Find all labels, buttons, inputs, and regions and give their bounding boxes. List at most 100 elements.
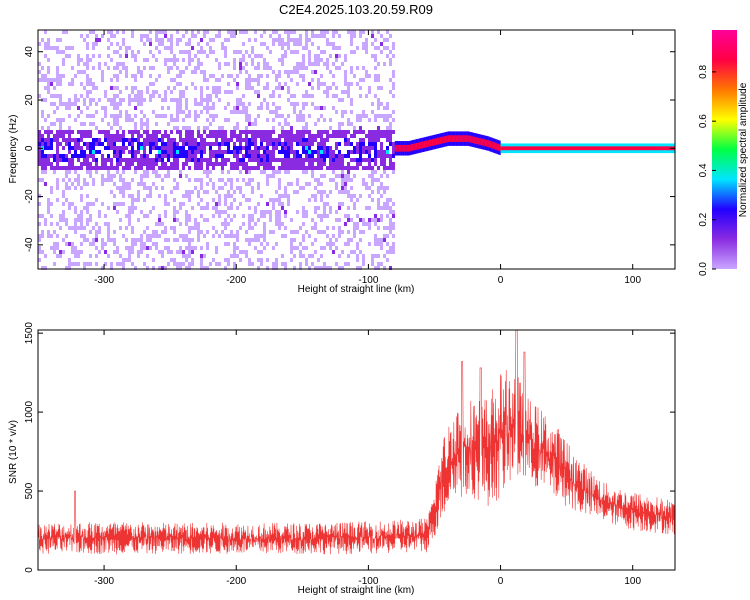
heatmap-cell: [317, 258, 320, 262]
heatmap-cell: [176, 106, 179, 110]
heatmap-cell: [329, 210, 332, 214]
heatmap-cell: [332, 170, 335, 174]
heatmap-cell: [161, 162, 164, 166]
heatmap-cell: [389, 90, 392, 94]
heatmap-cell: [329, 166, 332, 170]
heatmap-cell: [137, 146, 140, 150]
x-tick-label: -100: [358, 576, 378, 587]
heatmap-cell: [386, 258, 389, 262]
heatmap-cell: [389, 206, 392, 210]
heatmap-cell: [284, 162, 287, 166]
heatmap-cell: [221, 74, 224, 78]
heatmap-cell: [272, 146, 275, 150]
heatmap-cell: [176, 158, 179, 162]
heatmap-cell: [476, 226, 479, 230]
heatmap-cell: [197, 194, 200, 198]
heatmap-cell: [206, 126, 209, 130]
heatmap-cell: [287, 150, 290, 154]
heatmap-cell: [371, 182, 374, 186]
heatmap-cell: [149, 98, 152, 102]
heatmap-cell: [233, 126, 236, 130]
heatmap-cell: [326, 234, 329, 238]
heatmap-cell: [224, 266, 227, 270]
heatmap-cell: [110, 190, 113, 194]
heatmap-cell: [77, 130, 80, 134]
heatmap-cell: [254, 154, 257, 158]
heatmap-cell: [320, 82, 323, 86]
heatmap-cell: [344, 130, 347, 134]
heatmap-cell: [230, 186, 233, 190]
heatmap-cell: [323, 66, 326, 70]
heatmap-cell: [332, 158, 335, 162]
heatmap-cell: [119, 174, 122, 178]
heatmap-cell: [59, 50, 62, 54]
heatmap-cell: [314, 122, 317, 126]
heatmap-cell: [389, 122, 392, 126]
heatmap-cell: [287, 90, 290, 94]
heatmap-cell: [545, 122, 548, 126]
heatmap-cell: [410, 144, 413, 152]
heatmap-cell: [92, 122, 95, 126]
heatmap-cell: [263, 170, 266, 174]
heatmap-cell: [368, 86, 371, 90]
heatmap-cell: [353, 202, 356, 206]
heatmap-cell: [362, 146, 365, 150]
heatmap-cell: [38, 214, 41, 218]
heatmap-cell: [173, 62, 176, 66]
heatmap-cell: [287, 162, 290, 166]
heatmap-cell: [47, 158, 50, 162]
heatmap-cell: [176, 42, 179, 46]
heatmap-cell: [269, 154, 272, 158]
heatmap-cell: [350, 238, 353, 242]
heatmap-cell: [248, 158, 251, 162]
heatmap-cell: [242, 138, 245, 142]
heatmap-cell: [266, 106, 269, 110]
heatmap-cell: [221, 42, 224, 46]
heatmap-cell: [338, 226, 341, 230]
heatmap-cell: [158, 138, 161, 142]
heatmap-cell: [62, 210, 65, 214]
heatmap-cell: [56, 222, 59, 226]
heatmap-cell: [143, 42, 146, 46]
heatmap-cell: [389, 198, 392, 202]
heatmap-cell: [209, 46, 212, 50]
heatmap-cell: [146, 78, 149, 82]
heatmap-cell: [41, 114, 44, 118]
heatmap-cell: [233, 86, 236, 90]
heatmap-cell: [107, 138, 110, 142]
heatmap-cell: [347, 154, 350, 158]
heatmap-cell: [104, 250, 107, 254]
heatmap-cell: [179, 50, 182, 54]
heatmap-cell: [638, 138, 641, 142]
heatmap-cell: [227, 30, 230, 34]
heatmap-cell: [68, 82, 71, 86]
heatmap-cell: [365, 38, 368, 42]
heatmap-cell: [383, 190, 386, 194]
heatmap-cell: [38, 194, 41, 198]
heatmap-cell: [272, 130, 275, 134]
heatmap-cell: [338, 46, 341, 50]
heatmap-cell: [287, 158, 290, 162]
heatmap-cell: [281, 126, 284, 130]
heatmap-cell: [209, 150, 212, 154]
heatmap-cell: [227, 150, 230, 154]
heatmap-cell: [371, 146, 374, 150]
heatmap-cell: [293, 82, 296, 86]
heatmap-cell: [329, 238, 332, 242]
x-tick-label: -200: [226, 576, 246, 587]
heatmap-cell: [433, 138, 435, 146]
heatmap-cell: [242, 54, 245, 58]
heatmap-cell: [374, 222, 377, 226]
heatmap-cell: [659, 62, 662, 66]
heatmap-cell: [263, 30, 266, 34]
heatmap-cell: [314, 206, 317, 210]
heatmap-cell: [278, 198, 281, 202]
heatmap-cell: [104, 162, 107, 166]
heatmap-cell: [296, 130, 299, 134]
heatmap-cell: [368, 222, 371, 226]
heatmap-cell: [194, 154, 197, 158]
heatmap-cell: [335, 30, 338, 34]
heatmap-cell: [89, 90, 92, 94]
heatmap-cell: [131, 202, 134, 206]
